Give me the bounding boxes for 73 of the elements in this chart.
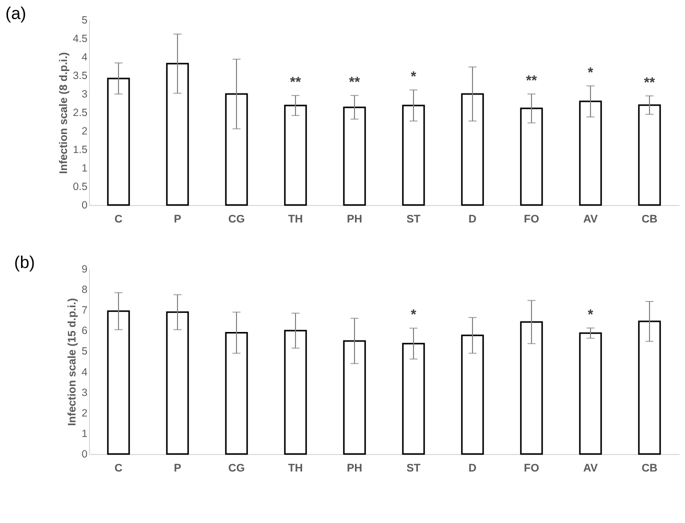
- y-tick-label: 3: [82, 88, 88, 100]
- x-tick-label: CG: [228, 214, 245, 226]
- y-tick-label: 4: [82, 52, 88, 64]
- x-tick-label: P: [174, 214, 182, 226]
- x-tick-label: CG: [228, 462, 245, 474]
- y-tick-label: 5: [82, 14, 88, 26]
- x-tick-label: PH: [346, 462, 362, 474]
- bar: [343, 340, 366, 455]
- bar: [107, 310, 130, 455]
- bar: [284, 104, 307, 206]
- bar: [520, 108, 543, 206]
- bar: [520, 321, 543, 455]
- annotation: *: [410, 306, 417, 322]
- bar: [461, 93, 484, 206]
- annotation: **: [349, 73, 360, 90]
- y-tick-label: 9: [82, 264, 88, 276]
- bar: [402, 342, 425, 455]
- annotation: *: [410, 68, 417, 84]
- bar: [579, 332, 602, 455]
- y-tick-label: 4.5: [72, 33, 88, 45]
- x-tick-label: PH: [346, 214, 362, 226]
- y-tick-label: 0: [82, 448, 88, 460]
- bar: [166, 311, 189, 455]
- x-tick-label: D: [468, 462, 477, 474]
- annotation: **: [644, 74, 656, 90]
- y-tick-label: 3.5: [72, 70, 88, 82]
- bar: [461, 334, 484, 455]
- bar: [638, 104, 661, 206]
- x-tick-label: D: [468, 214, 477, 226]
- annotation: **: [526, 72, 538, 88]
- y-tick-label: 7: [82, 304, 88, 317]
- y-tick-label: 1.5: [72, 144, 88, 156]
- x-tick-label: FO: [524, 214, 540, 226]
- bar: [225, 332, 248, 455]
- y-tick-label: 3: [82, 386, 88, 399]
- x-tick-label: TH: [288, 462, 303, 474]
- bar: [579, 100, 602, 206]
- y-tick-label: 2: [82, 407, 88, 420]
- y-axis-title: Infection scale (15 d.p.i.): [66, 298, 79, 426]
- x-tick-label: TH: [288, 214, 303, 226]
- y-tick-label: 5: [82, 346, 88, 358]
- x-tick-label: ST: [406, 214, 421, 226]
- x-tick-label: P: [174, 462, 182, 474]
- y-tick-label: 1: [82, 428, 88, 440]
- y-tick-label: 0.5: [72, 181, 88, 193]
- x-tick-label: AV: [583, 462, 598, 474]
- bar: [107, 78, 130, 206]
- y-tick-label: 1: [82, 162, 88, 174]
- x-tick-label: ST: [406, 462, 421, 474]
- bar: [284, 330, 307, 455]
- annotation: **: [290, 73, 302, 90]
- bar: [166, 62, 189, 206]
- y-tick-label: 6: [82, 325, 88, 338]
- x-tick-label: CB: [642, 462, 658, 474]
- x-tick-label: C: [114, 462, 123, 474]
- y-tick-label: 0: [82, 200, 88, 212]
- x-tick-label: AV: [583, 214, 598, 226]
- bar: [402, 104, 425, 206]
- bar: [638, 320, 661, 455]
- y-tick-label: 2.5: [72, 107, 88, 119]
- y-tick-label: 4: [82, 366, 88, 378]
- y-tick-label: 8: [82, 284, 88, 296]
- chart-title: (a): [5, 4, 26, 23]
- bar: [225, 93, 248, 206]
- x-tick-label: CB: [642, 214, 658, 226]
- annotation: *: [588, 306, 594, 322]
- y-tick-label: 2: [82, 126, 88, 138]
- chart-title: (b): [14, 253, 35, 272]
- annotation: *: [588, 64, 594, 80]
- x-tick-label: FO: [524, 462, 540, 474]
- bar: [343, 106, 366, 206]
- y-axis-title: Infection scale (8 d.p.i.): [58, 52, 70, 174]
- x-tick-label: C: [114, 214, 123, 226]
